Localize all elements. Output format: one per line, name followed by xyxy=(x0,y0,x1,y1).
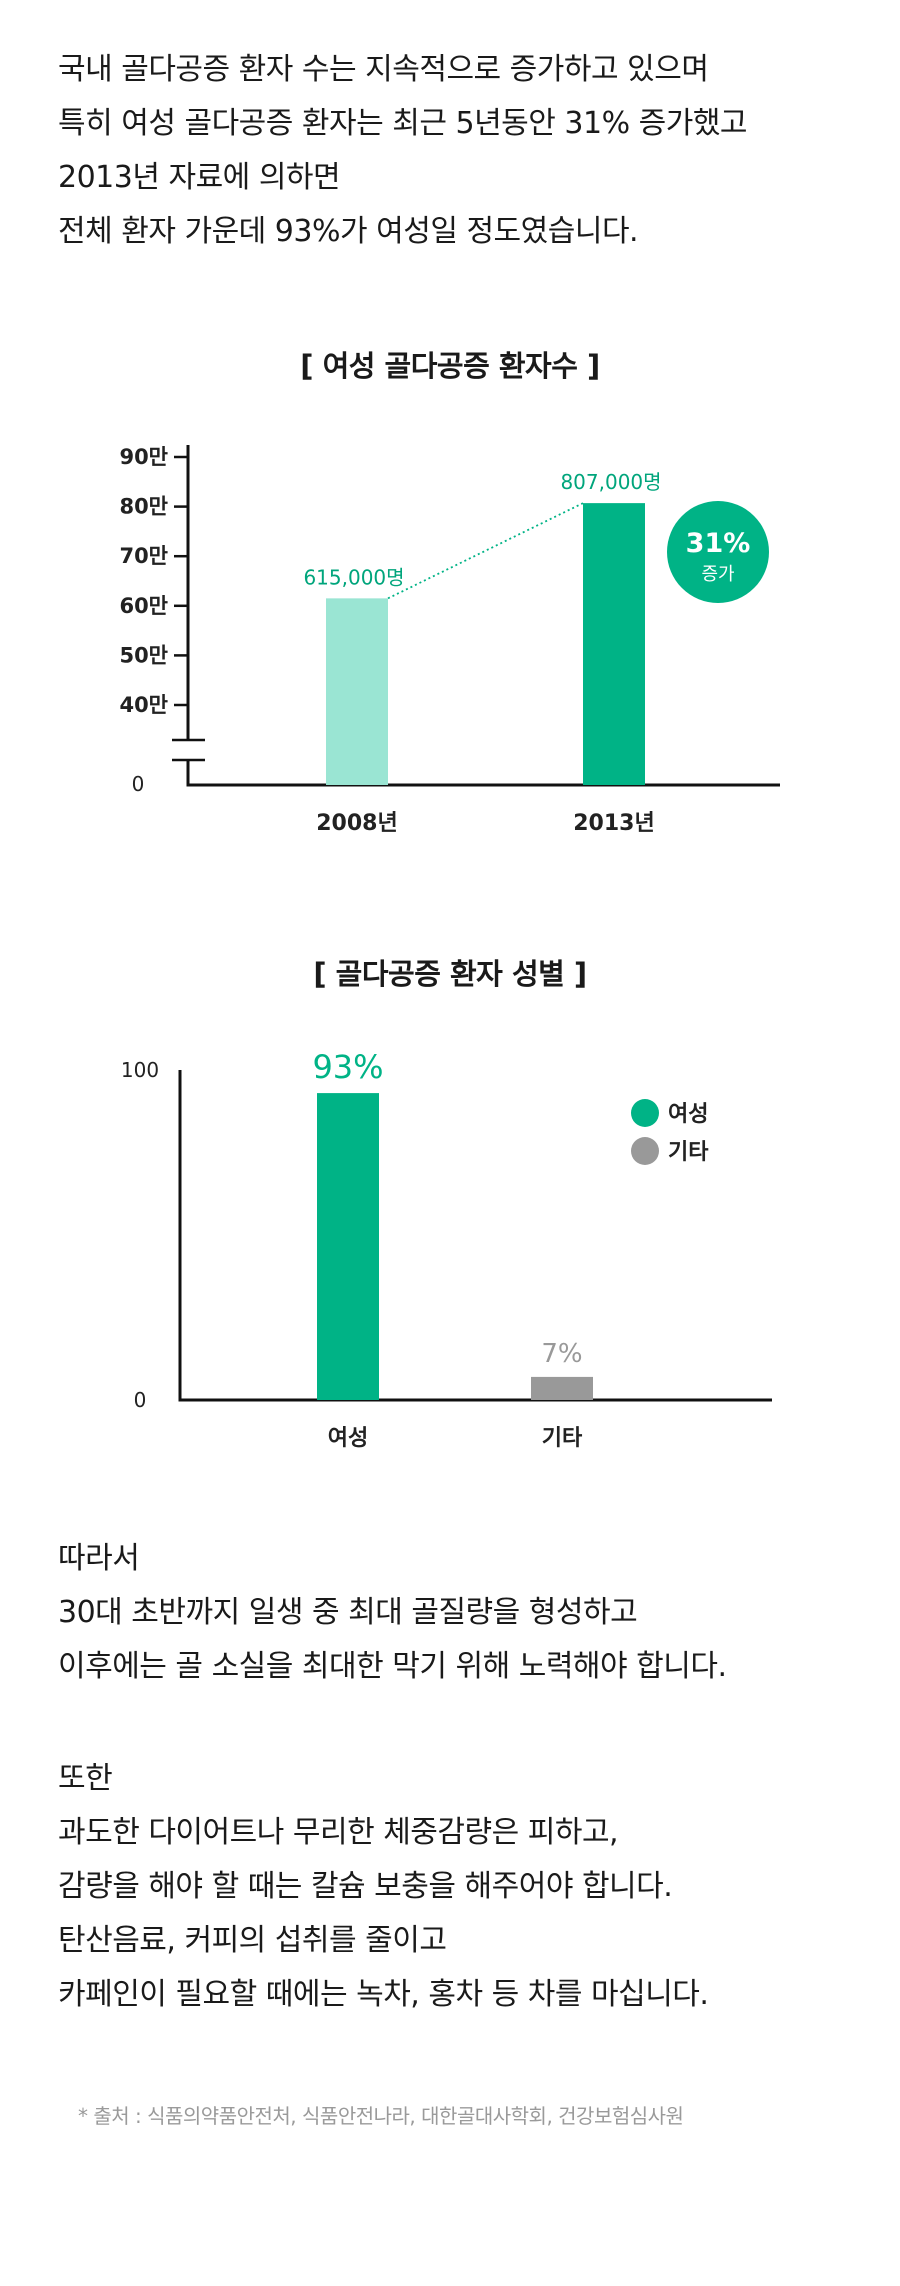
x-tick-label: 기타 xyxy=(542,1426,583,1451)
legend-label: 여성 xyxy=(668,1102,708,1127)
y-tick-label: 0 xyxy=(134,1388,147,1412)
closing-paragraph-2: 또한 과도한 다이어트나 무리한 체중감량은 피하고, 감량을 해야 할 때는 … xyxy=(58,1752,709,2022)
badge-label: 증가 xyxy=(701,564,734,585)
closing-line: 30대 초반까지 일생 중 최대 골질량을 형성하고 xyxy=(58,1595,638,1630)
patients-count-chart: 0 40만 50만 60만 70만 80만 90만 615,000명 2008년 807,000명… xyxy=(119,445,780,836)
intro-paragraph: 국내 골다공증 환자 수는 지속적으로 증가하고 있으며 특히 여성 골다공증 … xyxy=(58,43,748,259)
y-tick-label: 90만 xyxy=(119,445,168,469)
closing-line: 감량을 해야 할 때는 칼슘 보충을 해주어야 합니다. xyxy=(58,1869,673,1904)
closing-line: 카페인이 필요할 때에는 녹차, 홍차 등 차를 마십니다. xyxy=(58,1977,709,2012)
legend-label: 기타 xyxy=(668,1140,709,1165)
closing-line: 또한 xyxy=(58,1761,113,1796)
increase-badge xyxy=(667,501,769,603)
bar xyxy=(583,503,645,785)
data-label: 7% xyxy=(541,1339,582,1369)
legend-swatch xyxy=(631,1137,659,1165)
source-note: * 출처 : 식품의약품안전처, 식품안전나라, 대한골대사학회, 건강보험심사… xyxy=(78,2104,684,2128)
y-tick-label: 40만 xyxy=(119,693,168,717)
y-tick-label: 0 xyxy=(132,772,145,796)
intro-line: 2013년 자료에 의하면 xyxy=(58,160,341,195)
legend-swatch xyxy=(631,1099,659,1127)
intro-line: 특히 여성 골다공증 환자는 최근 5년동안 31% 증가했고 xyxy=(58,106,748,141)
closing-line: 따라서 xyxy=(58,1541,140,1576)
y-tick-label: 80만 xyxy=(119,495,168,519)
data-label: 93% xyxy=(312,1048,383,1086)
badge-value: 31% xyxy=(686,528,751,559)
closing-line: 과도한 다이어트나 무리한 체중감량은 피하고, xyxy=(58,1815,619,1850)
bar xyxy=(326,598,388,785)
trend-line xyxy=(387,502,584,600)
data-label: 807,000명 xyxy=(560,470,661,494)
bar xyxy=(531,1376,593,1400)
closing-line: 탄산음료, 커피의 섭취를 줄이고 xyxy=(58,1923,447,1958)
x-tick-label: 2008년 xyxy=(316,811,397,836)
x-tick-label: 여성 xyxy=(328,1426,368,1451)
intro-line: 전체 환자 가운데 93%가 여성일 정도였습니다. xyxy=(58,214,639,249)
y-tick-label: 50만 xyxy=(119,643,168,667)
data-label: 615,000명 xyxy=(303,565,404,589)
x-tick-label: 2013년 xyxy=(573,811,654,836)
y-tick-label: 70만 xyxy=(119,544,168,568)
chart1-title: [ 여성 골다공증 환자수 ] xyxy=(300,349,600,383)
chart2-title: [ 골다공증 환자 성별 ] xyxy=(313,957,587,991)
intro-line: 국내 골다공증 환자 수는 지속적으로 증가하고 있으며 xyxy=(58,52,709,87)
y-tick-label: 100 xyxy=(121,1058,159,1082)
y-tick-label: 60만 xyxy=(119,594,168,618)
bar xyxy=(317,1093,379,1400)
closing-paragraph-1: 따라서 30대 초반까지 일생 중 최대 골질량을 형성하고 이후에는 골 소실… xyxy=(58,1532,727,1694)
closing-line: 이후에는 골 소실을 최대한 막기 위해 노력해야 합니다. xyxy=(58,1649,727,1684)
